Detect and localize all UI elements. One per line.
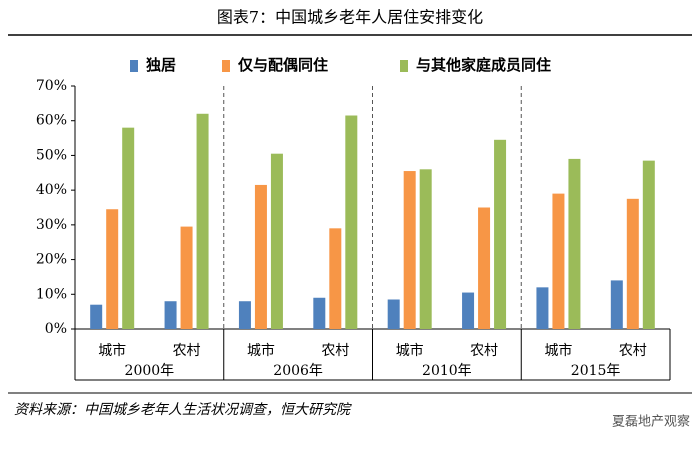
x-tick-label: 城市: [544, 342, 572, 359]
y-tick-label: 60%: [36, 113, 67, 129]
bar: [536, 287, 549, 329]
bar: [122, 127, 135, 330]
bar: [403, 171, 416, 329]
bar: [345, 115, 358, 329]
x-tick-label: 城市: [247, 342, 275, 359]
legend-label: 仅与配偶同住: [237, 56, 328, 74]
chart-title: 图表7：中国城乡老年人居住安排变化: [217, 8, 483, 27]
y-tick-label: 50%: [36, 147, 67, 163]
y-tick-label: 10%: [36, 286, 67, 302]
bar: [164, 301, 177, 329]
y-tick-label: 40%: [36, 182, 67, 198]
bar: [462, 292, 475, 329]
y-tick-label: 70%: [36, 78, 67, 94]
group-label: 2010年: [422, 363, 472, 379]
bar: [610, 280, 623, 329]
bar: [494, 139, 507, 329]
group-label: 2006年: [273, 363, 323, 379]
bar: [387, 299, 400, 329]
x-tick-label: 农村: [619, 343, 647, 359]
legend-swatch: [130, 60, 138, 72]
bar: [254, 184, 267, 329]
bar: [626, 198, 639, 329]
group-label: 2000年: [125, 363, 175, 379]
y-tick-label: 30%: [36, 217, 67, 233]
x-tick-label: 城市: [396, 342, 424, 359]
bar: [419, 169, 432, 329]
x-tick-label: 农村: [321, 343, 349, 359]
y-tick-label: 20%: [36, 252, 67, 268]
bar: [196, 113, 209, 330]
x-tick-label: 农村: [470, 343, 498, 359]
bar: [313, 297, 326, 329]
watermark: 夏磊地产观察: [612, 415, 690, 430]
source-note: 资料来源：中国城乡老年人生活状况调查，恒大研究院: [14, 402, 352, 418]
x-tick-label: 城市: [98, 342, 126, 359]
bar: [478, 207, 491, 329]
x-tick-label: 农村: [173, 343, 201, 359]
bar: [568, 158, 581, 329]
group-label: 2015年: [571, 363, 621, 379]
bar: [90, 304, 103, 329]
legend-swatch: [400, 60, 408, 72]
legend-label: 独居: [146, 56, 176, 74]
legend-label: 与其他家庭成员同住: [416, 56, 551, 74]
bar: [642, 160, 655, 329]
bar: [180, 226, 193, 329]
bar: [329, 228, 342, 329]
bar: [552, 193, 565, 329]
bar: [270, 153, 283, 329]
legend-swatch: [222, 60, 230, 72]
bar: [238, 301, 251, 329]
y-tick-label: 0%: [45, 321, 67, 337]
bar: [106, 209, 119, 329]
